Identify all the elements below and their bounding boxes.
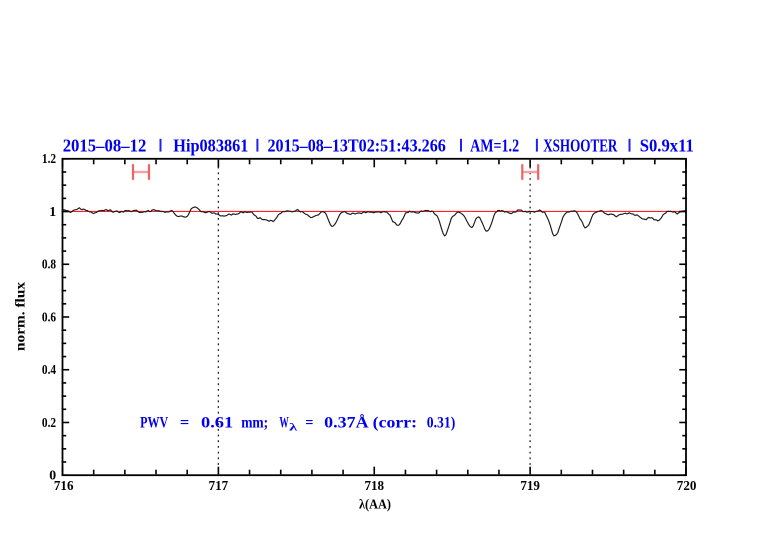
svg-text:0.61: 0.61 [201, 414, 233, 431]
svg-text:716: 716 [54, 478, 74, 493]
svg-text:717: 717 [209, 478, 229, 493]
svg-text:S0.9x11: S0.9x11 [640, 135, 694, 155]
svg-text:0.2: 0.2 [42, 415, 56, 430]
svg-text:Hip083861: Hip083861 [173, 135, 248, 155]
svg-text:W: W [279, 414, 289, 431]
svg-text:0.6: 0.6 [42, 309, 56, 324]
svg-text:1.2: 1.2 [42, 151, 56, 166]
svg-text:=: = [305, 414, 313, 431]
svg-text:0.4: 0.4 [42, 362, 56, 377]
svg-text:719: 719 [520, 478, 540, 493]
svg-text:AM=1.2: AM=1.2 [470, 135, 519, 155]
svg-text:0.8: 0.8 [42, 257, 56, 272]
svg-text:mm;: mm; [241, 414, 268, 431]
svg-text:0.37Å: 0.37Å [324, 414, 369, 431]
svg-text:0: 0 [49, 468, 56, 483]
svg-text:λ: λ [289, 423, 298, 434]
svg-text:λ(AA): λ(AA) [359, 498, 391, 513]
svg-text:2015–08–12: 2015–08–12 [63, 135, 147, 155]
svg-text:(corr:: (corr: [373, 414, 417, 431]
svg-text:2015–08–13T02:51:43.266: 2015–08–13T02:51:43.266 [268, 135, 446, 155]
svg-text:norm. flux: norm. flux [13, 282, 28, 351]
svg-text:720: 720 [677, 478, 697, 493]
svg-text:1: 1 [49, 204, 56, 219]
svg-text:718: 718 [364, 478, 384, 493]
svg-text:XSHOOTER: XSHOOTER [543, 135, 617, 155]
svg-text:0.31): 0.31) [427, 414, 456, 431]
svg-text:=: = [180, 414, 190, 431]
svg-text:PWV: PWV [140, 414, 169, 431]
